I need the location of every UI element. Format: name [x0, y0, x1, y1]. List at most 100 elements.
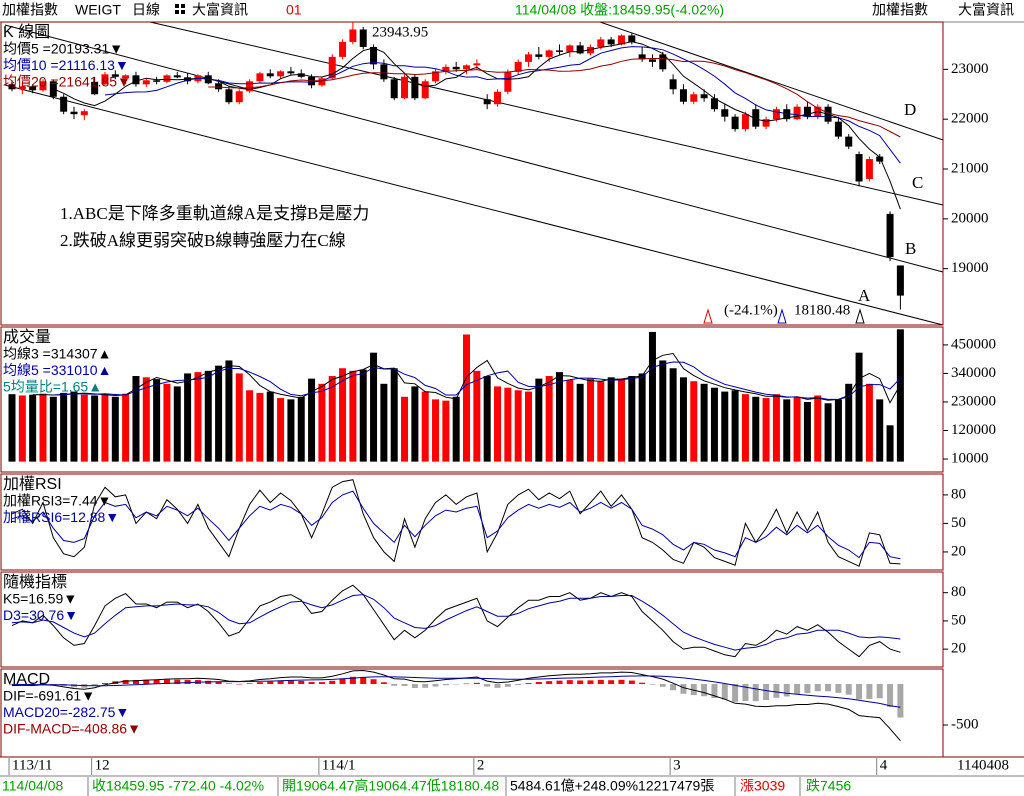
volume-bar	[442, 400, 450, 462]
osc-bar	[804, 684, 811, 694]
volume-bar	[648, 331, 656, 462]
candle-body	[80, 111, 88, 116]
osc-bar	[298, 680, 305, 685]
volume-bar	[411, 386, 419, 462]
osc-bar	[205, 680, 212, 685]
osc-bar	[360, 677, 367, 685]
volume-bar	[194, 372, 202, 462]
volume-bar	[514, 390, 522, 462]
osc-bar	[608, 680, 615, 685]
volume-bar	[576, 383, 584, 462]
x-tick-label: 3	[673, 757, 681, 773]
osc-bar	[783, 684, 790, 697]
osc-bar	[401, 684, 408, 686]
candle-body	[463, 65, 471, 70]
candle-body	[731, 116, 739, 130]
candle-body	[834, 121, 842, 137]
volume-bar	[628, 376, 636, 462]
candle-body	[514, 61, 522, 72]
panel-frame	[0, 326, 944, 473]
candle-body	[783, 109, 791, 120]
volume-bar	[473, 370, 481, 462]
candle-body	[163, 75, 171, 82]
osc-bar	[184, 680, 191, 685]
candle-body	[39, 81, 47, 91]
legend-entry: 均價20 =21641.85▼	[3, 74, 131, 90]
candle-body	[845, 136, 853, 147]
osc-bar	[876, 684, 883, 699]
legend-entry: 5均量比=1.65▲	[3, 379, 102, 395]
series-line	[11, 490, 901, 560]
series-line	[11, 675, 901, 708]
legend-entry: MACD20=-282.75▼	[3, 704, 129, 720]
volume-bar	[483, 376, 491, 462]
volume-bar	[401, 396, 409, 462]
candle-body	[29, 86, 37, 91]
volume-bar	[235, 373, 243, 462]
y-tick-label: 20000	[951, 210, 989, 226]
y-tick-label: 10000	[951, 450, 989, 466]
candle-body	[504, 71, 512, 92]
volume-bar	[349, 370, 357, 462]
osc-bar	[618, 679, 625, 685]
volume-bar	[504, 387, 512, 462]
volume-bar	[772, 394, 780, 462]
volume-bar	[80, 394, 88, 462]
candle-body	[525, 54, 532, 62]
osc-bar	[690, 684, 697, 696]
y-tick-label: 23000	[951, 61, 989, 77]
osc-bar	[597, 679, 604, 685]
osc-bar	[825, 684, 832, 692]
volume-bar	[318, 383, 326, 462]
candle-body	[690, 94, 698, 102]
volume-bar	[163, 383, 171, 462]
candle-body	[762, 119, 770, 127]
volume-bar	[29, 394, 37, 462]
volume-bar	[586, 378, 594, 462]
volume-bar	[834, 399, 842, 462]
channel-label: C	[912, 173, 923, 192]
osc-bar	[659, 684, 666, 687]
panel-frame	[0, 571, 944, 668]
volume-bar	[525, 391, 532, 462]
volume-bar	[896, 329, 904, 462]
candle-body	[617, 35, 625, 45]
candle-body	[700, 94, 708, 99]
osc-bar	[577, 680, 584, 685]
osc-bar	[566, 680, 573, 685]
y-tick-label: 340000	[951, 365, 996, 381]
volume-bar	[225, 360, 233, 462]
legend-entry: DIF-MACD=-408.86▼	[3, 721, 141, 737]
volume-bar	[432, 399, 440, 462]
y-tick-label: 120000	[951, 422, 996, 438]
candle-body	[793, 106, 801, 120]
volume-bar	[886, 425, 894, 462]
candle-body	[473, 63, 481, 66]
osc-bar	[215, 681, 222, 685]
candle-body	[266, 73, 274, 77]
osc-bar	[546, 681, 553, 685]
panel-title: K 線圖	[3, 23, 50, 41]
candle-body	[710, 98, 718, 110]
volume-bar	[845, 383, 853, 462]
candle-body	[576, 45, 584, 54]
volume-bar	[204, 370, 212, 462]
osc-bar	[680, 684, 687, 694]
candle-body	[896, 265, 904, 296]
volume-bar	[246, 390, 254, 462]
legend-entry: 均線3 =314307▲	[3, 346, 111, 362]
volume-bar	[184, 373, 192, 462]
candle-body	[607, 39, 615, 45]
osc-bar	[453, 684, 460, 685]
volume-bar	[855, 352, 863, 462]
osc-bar	[225, 683, 232, 685]
candle-body	[277, 71, 285, 77]
legend-entry: 加權RSI6=12.88▼	[3, 509, 119, 525]
candle-body	[442, 66, 450, 72]
candle-body	[597, 39, 605, 47]
candle-body	[287, 71, 295, 74]
osc-bar	[866, 684, 873, 699]
volume-bar	[494, 386, 502, 462]
osc-bar	[670, 684, 677, 691]
